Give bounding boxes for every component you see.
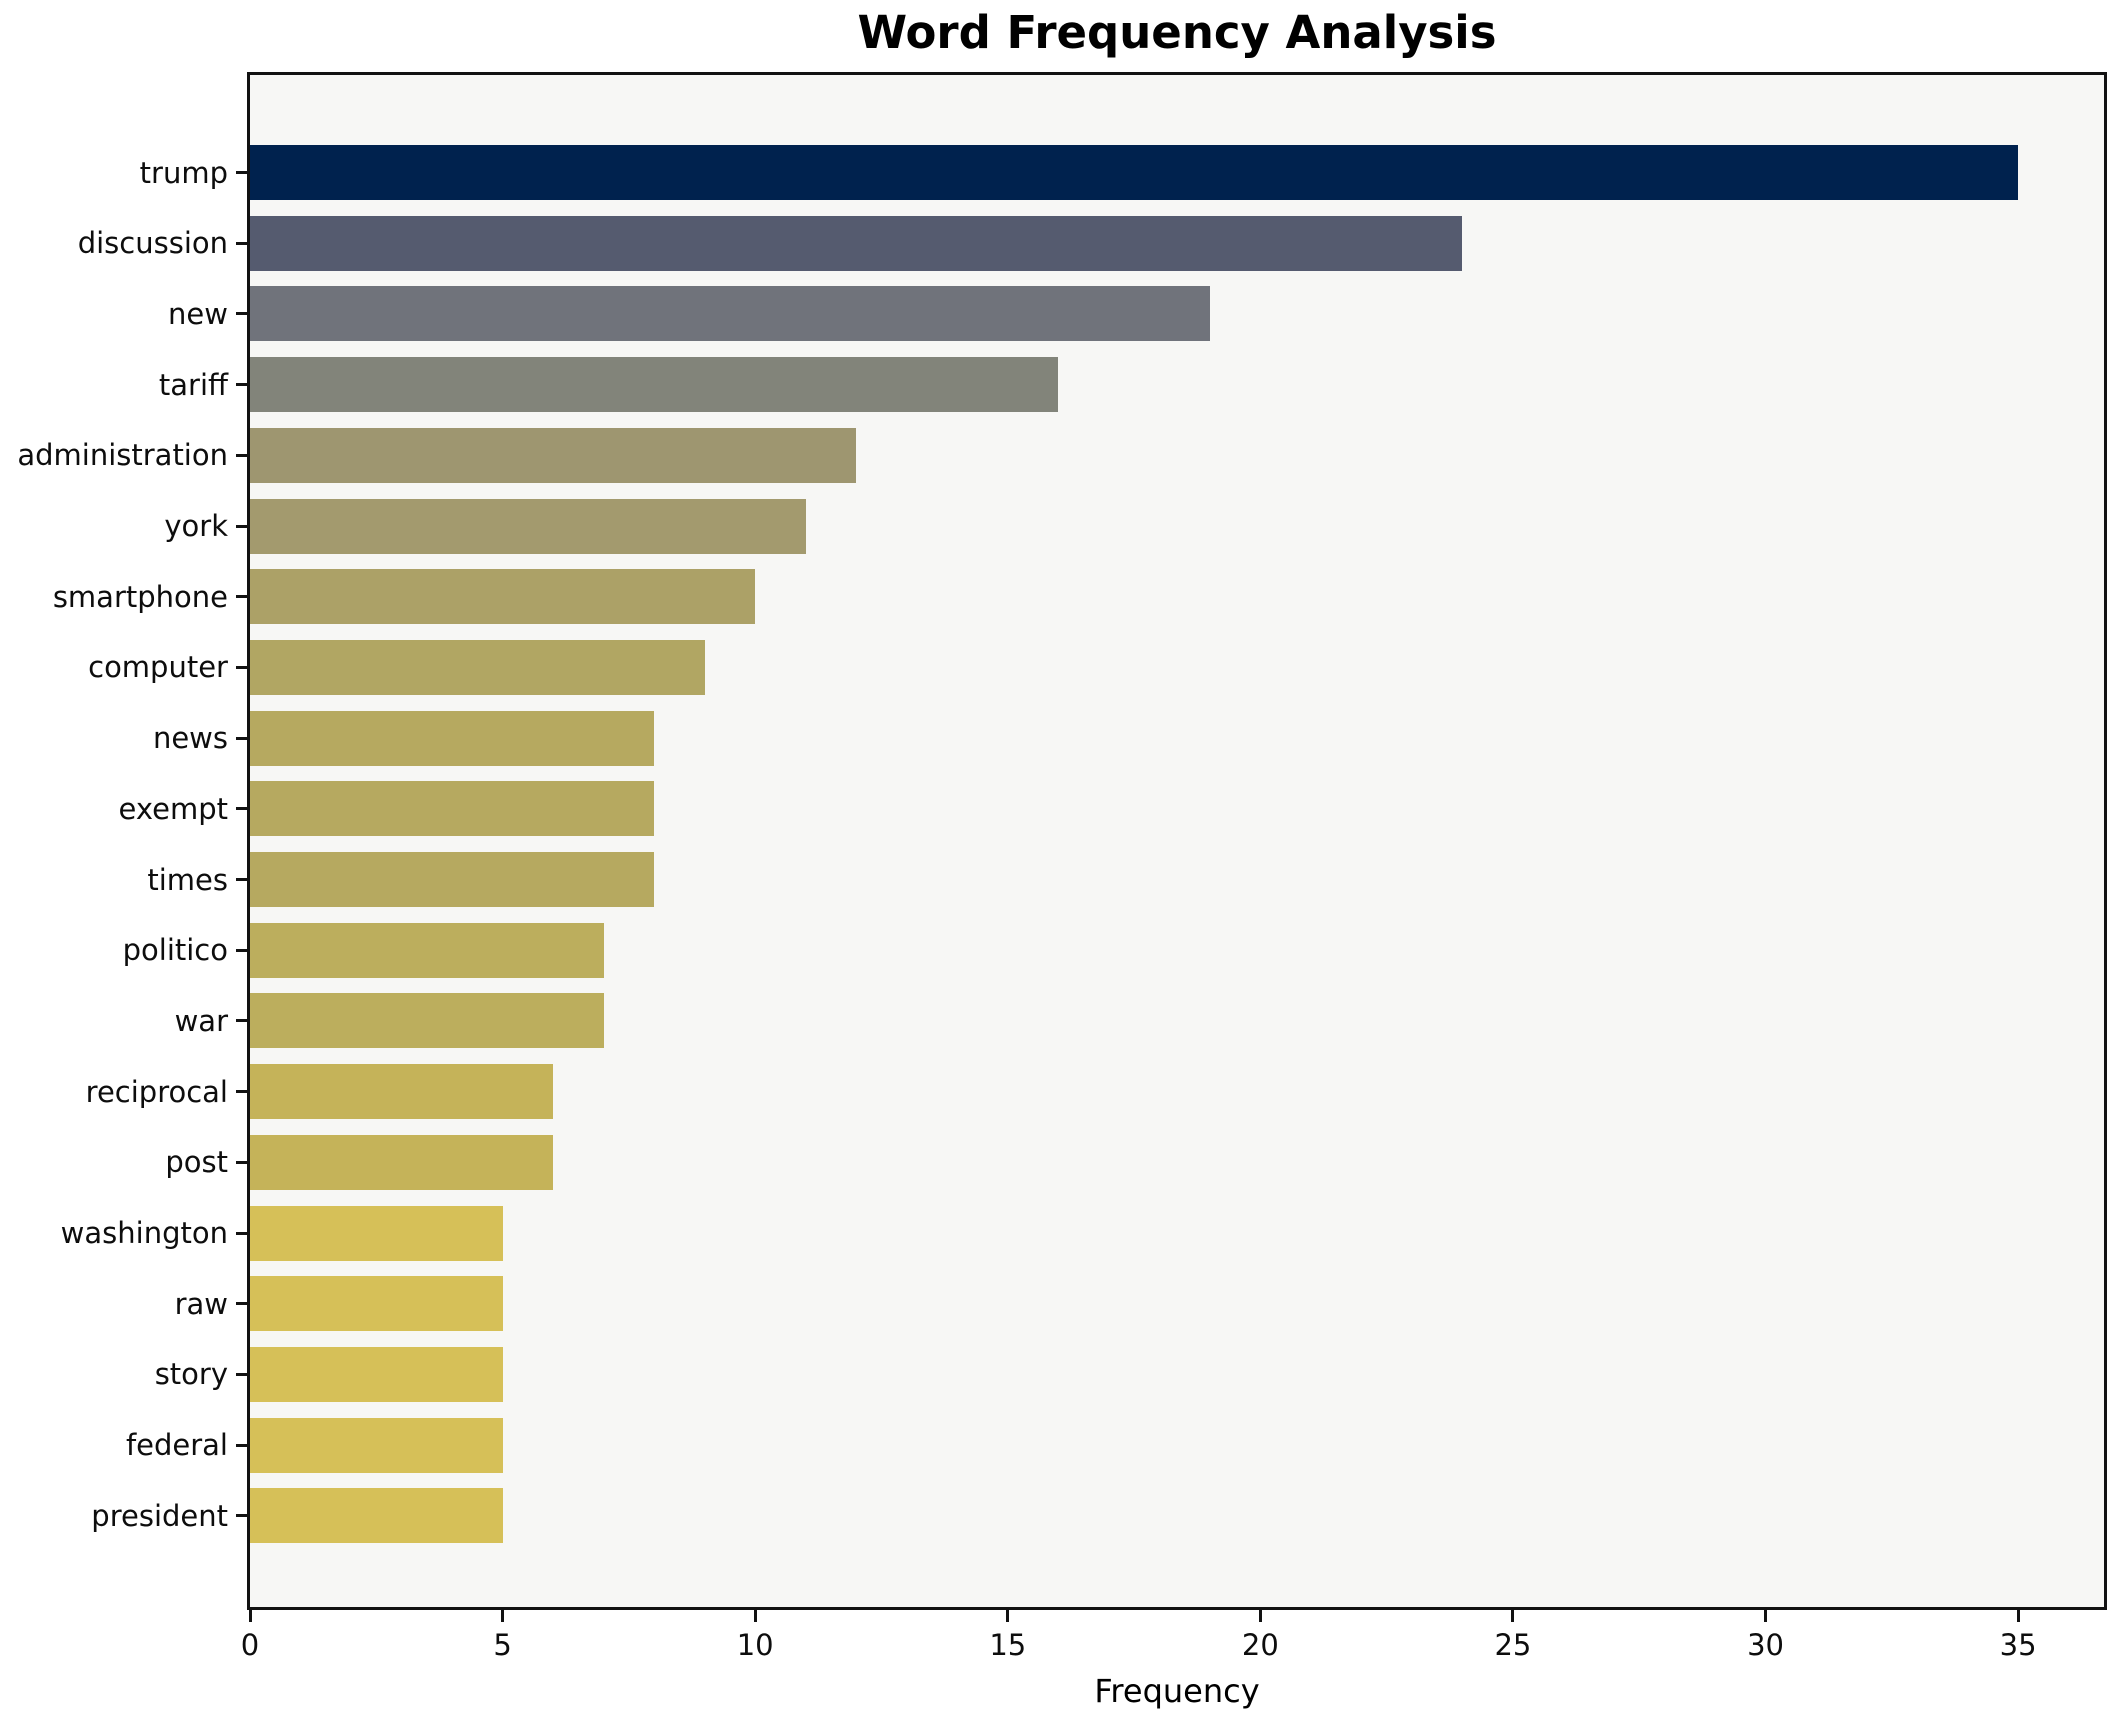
bar-washington [250,1205,503,1261]
y-tick-president [236,1514,247,1518]
y-tick-discussion [236,241,247,245]
bar-administration [250,427,857,483]
y-tick-story [236,1372,247,1376]
y-tick-label-administration: administration [17,438,228,473]
y-tick-label-discussion: discussion [77,226,228,261]
y-tick-raw [236,1302,247,1306]
y-tick-label-washington: washington [60,1216,228,1250]
bar-new [250,286,1210,342]
x-tick-label-5: 5 [493,1628,512,1662]
bar-york [250,498,806,554]
x-tick-label-15: 15 [989,1628,1027,1662]
x-tick-label-35: 35 [1999,1628,2037,1662]
bar-smartphone [250,569,756,625]
chart-title: Word Frequency Analysis [857,6,1497,59]
x-tick-label-25: 25 [1494,1628,1532,1662]
y-tick-label-new: new [168,296,228,331]
bar-federal [250,1417,503,1473]
y-tick-administration [236,453,247,457]
bar-war [250,993,604,1049]
bar-politico [250,922,604,978]
y-tick-label-post: post [165,1145,228,1180]
y-tick-exempt [236,807,247,811]
y-tick-washington [236,1231,247,1235]
x-tick-20 [1258,1610,1262,1622]
y-tick-label-politico: politico [122,933,228,968]
y-tick-times [236,878,247,881]
y-tick-label-tariff: tariff [158,367,228,402]
y-tick-politico [236,948,247,952]
bar-computer [250,639,705,695]
y-tick-reciprocal [236,1090,247,1094]
y-tick-trump [236,171,247,174]
x-tick-5 [501,1610,505,1622]
y-tick-label-exempt: exempt [118,791,228,826]
x-tick-25 [1511,1610,1515,1622]
y-tick-computer [236,665,247,669]
y-tick-label-york: york [164,509,228,543]
y-tick-label-news: news [152,721,228,756]
y-tick-tariff [236,383,247,387]
bar-story [250,1346,503,1402]
y-tick-news [236,736,247,740]
bar-raw [250,1276,503,1332]
y-tick-label-president: president [91,1498,228,1533]
bar-reciprocal [250,1064,554,1120]
y-tick-new [236,312,247,316]
bar-discussion [250,215,1463,271]
y-tick-war [236,1019,247,1023]
bar-exempt [250,781,655,837]
x-tick-label-10: 10 [736,1628,774,1662]
y-tick-label-story: story [154,1357,228,1392]
y-tick-post [236,1160,247,1164]
bar-president [250,1488,503,1544]
bar-times [250,852,655,907]
x-tick-15 [1006,1610,1010,1622]
bar-news [250,710,655,766]
x-tick-label-20: 20 [1241,1628,1279,1662]
y-tick-label-federal: federal [125,1428,228,1463]
x-tick-0 [248,1610,252,1622]
x-tick-35 [2016,1610,2020,1622]
y-tick-label-raw: raw [174,1286,228,1321]
bar-post [250,1134,554,1190]
y-tick-york [236,524,247,528]
plot-area [247,72,2107,1610]
x-axis-label: Frequency [1094,1672,1260,1710]
x-tick-label-0: 0 [240,1628,260,1662]
bar-trump [250,145,2019,200]
y-tick-label-war: war [174,1003,228,1038]
y-tick-smartphone [236,595,247,599]
y-tick-label-trump: trump [139,155,228,190]
x-tick-label-30: 30 [1747,1628,1784,1662]
bar-tariff [250,357,1059,413]
y-tick-label-computer: computer [88,650,228,685]
y-tick-label-times: times [147,862,228,897]
y-tick-label-reciprocal: reciprocal [85,1074,228,1109]
x-tick-30 [1764,1610,1768,1622]
y-tick-label-smartphone: smartphone [52,579,228,614]
y-tick-federal [236,1443,247,1447]
x-tick-10 [753,1610,757,1622]
